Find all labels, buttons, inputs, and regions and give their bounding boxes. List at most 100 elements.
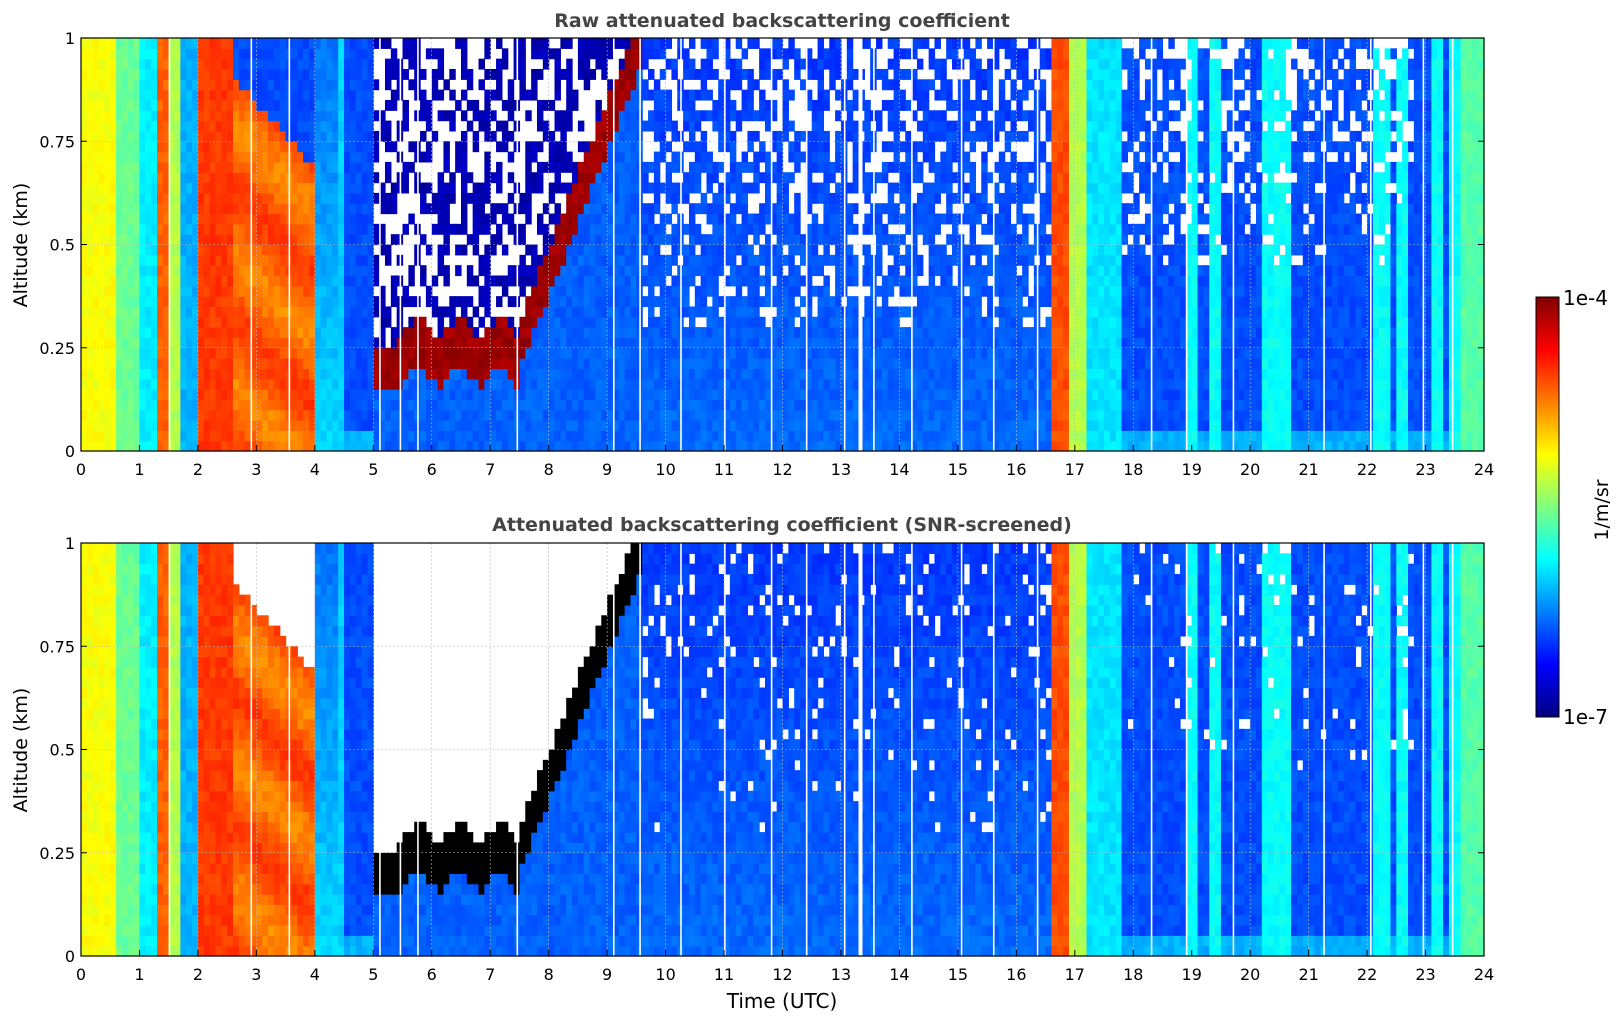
heatmap-cell [151,79,158,91]
heatmap-cell [326,409,333,421]
heatmap-cell [478,378,485,390]
heatmap-cell [829,306,836,318]
heatmap-cell [811,192,819,204]
heatmap-cell [238,48,246,60]
heatmap-cell [712,440,719,452]
heatmap-cell [279,182,287,194]
heatmap-cell [221,244,228,256]
heatmap-cell [560,409,567,421]
heatmap-cell [531,420,538,431]
heatmap-cell [624,337,632,349]
heatmap-cell [583,430,591,442]
heatmap-cell [139,358,146,369]
heatmap-cell [501,440,509,452]
heatmap-cell [729,358,737,369]
heatmap-cell [361,430,369,442]
heatmap-cell [829,38,836,49]
heatmap-cell [665,440,673,452]
heatmap-cell [320,89,328,101]
heatmap-cell [583,151,591,163]
heatmap-cell [934,296,941,308]
heatmap-cell [186,337,193,349]
heatmap-cell [700,285,708,297]
heatmap-cell [630,337,637,349]
heatmap-cell [98,296,105,308]
heatmap-cell [934,409,941,421]
heatmap-cell [595,38,602,49]
heatmap-cell [215,275,222,287]
heatmap-cell [215,192,222,204]
heatmap-cell [788,420,795,431]
heatmap-cell [852,130,860,142]
heatmap-cell [168,337,176,349]
heatmap-cell [846,110,854,122]
heatmap-cell [542,327,550,339]
heatmap-cell [922,38,930,49]
heatmap-cell [320,440,328,452]
heatmap-cell [420,358,427,369]
heatmap-cell [437,213,445,225]
heatmap-cell [577,306,585,318]
heatmap-cell [548,409,556,421]
heatmap-cell [279,213,287,225]
heatmap-cell [227,440,234,452]
heatmap-cell [203,203,211,215]
heatmap-cell [145,38,152,49]
heatmap-cell [642,347,649,359]
panel-title-raw: Raw attenuated backscattering coefficien… [554,10,1010,32]
heatmap-cell [186,327,193,339]
heatmap-cell [221,337,228,349]
heatmap-cell [852,275,860,287]
heatmap-cell [98,316,105,328]
heatmap-cell [262,254,269,266]
heatmap-cell [759,48,766,60]
heatmap-cell [92,368,100,380]
heatmap-cell [940,161,947,173]
heatmap-cell [455,430,462,442]
heatmap-cell [215,358,222,369]
heatmap-cell [379,182,386,194]
heatmap-cell [116,430,123,442]
heatmap-cell [338,99,345,111]
heatmap-cell [174,275,181,287]
heatmap-cell [536,409,544,421]
heatmap-cell [291,409,298,421]
heatmap-cell [197,130,205,142]
heatmap-cell [864,420,871,431]
heatmap-cell [899,48,906,60]
heatmap-cell [98,48,105,60]
heatmap-cell [145,347,152,359]
heatmap-cell [127,120,135,132]
heatmap-cell [642,182,649,194]
heatmap-cell [916,192,924,204]
heatmap-cell [747,223,754,235]
heatmap-cell [694,120,702,132]
heatmap-cell [203,399,211,411]
heatmap-cell [501,141,509,153]
heatmap-cell [203,244,211,256]
heatmap-cell [86,161,94,173]
heatmap-cell [811,430,819,442]
heatmap-cell [852,182,860,194]
heatmap-cell [349,399,357,411]
heatmap-cell [98,306,105,318]
heatmap-cell [671,192,678,204]
heatmap-cell [268,120,275,132]
heatmap-cell [683,120,690,132]
heatmap-cell [297,316,304,328]
heatmap-cell [595,110,602,122]
heatmap-cell [724,296,731,308]
heatmap-cell [753,430,760,442]
heatmap-cell [180,399,187,411]
heatmap-cell [139,110,146,122]
heatmap-cell [180,420,187,431]
heatmap-cell [724,378,731,390]
heatmap-cell [86,172,94,184]
heatmap-cell [145,327,152,339]
heatmap-cell [706,265,713,277]
heatmap-cell [928,79,936,91]
heatmap-cell [174,58,181,70]
heatmap-cell [244,141,252,153]
heatmap-cell [81,120,88,132]
heatmap-cell [560,420,567,431]
